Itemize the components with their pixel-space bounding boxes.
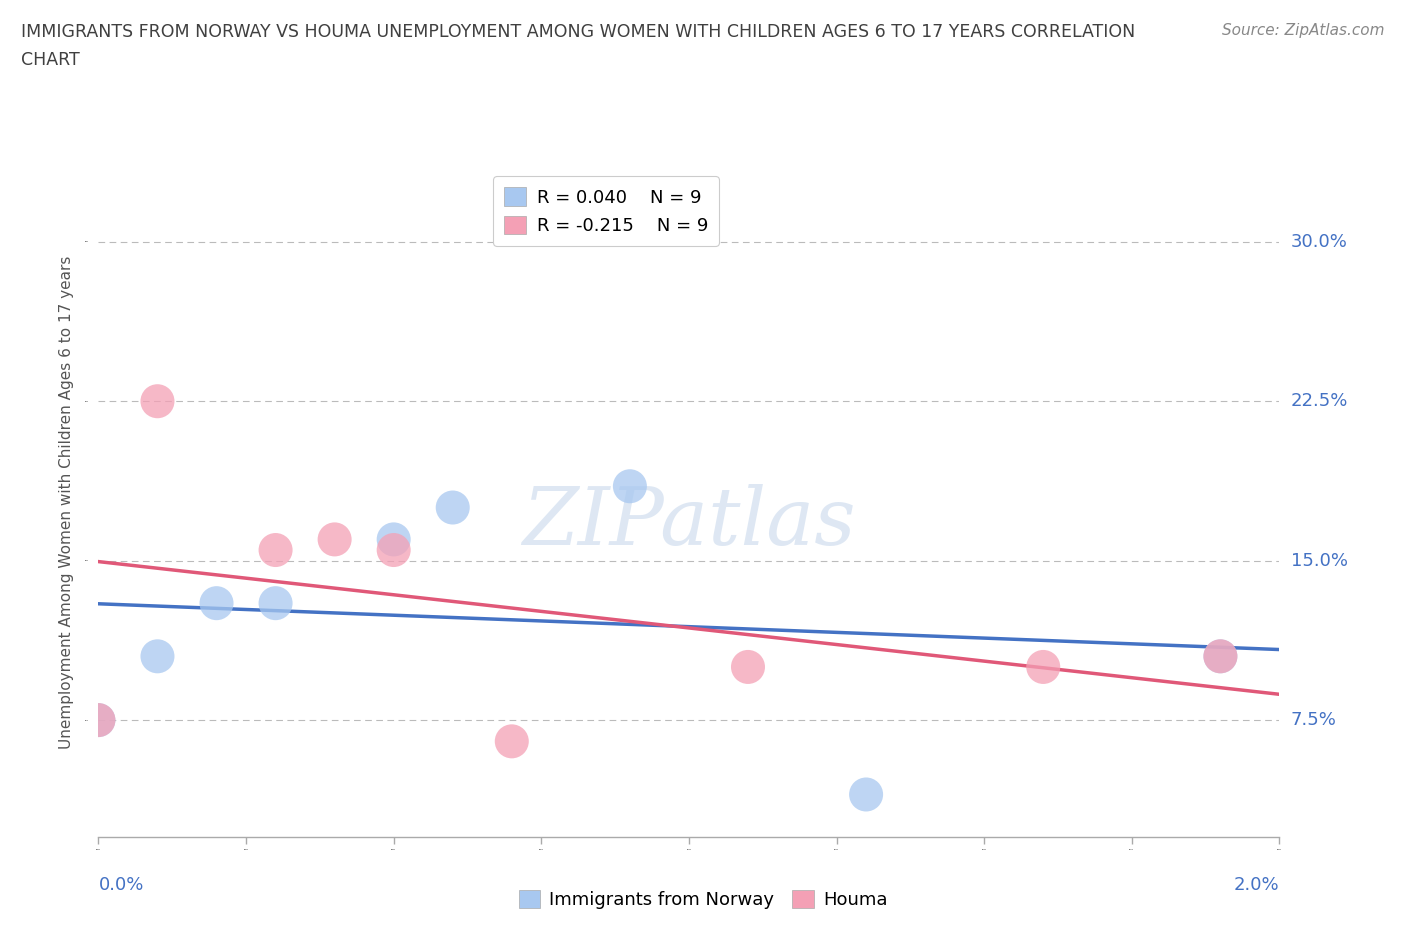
Point [855, 787, 877, 802]
Point [382, 542, 405, 557]
Point [146, 649, 169, 664]
Point [1209, 649, 1232, 664]
Text: 7.5%: 7.5% [1291, 711, 1337, 729]
Y-axis label: Unemployment Among Women with Children Ages 6 to 17 years: Unemployment Among Women with Children A… [59, 256, 73, 749]
Point [264, 596, 287, 611]
Point [205, 596, 228, 611]
Legend: Immigrants from Norway, Houma: Immigrants from Norway, Houma [512, 883, 894, 916]
Text: 2.0%: 2.0% [1234, 876, 1279, 894]
Text: ZIPatlas: ZIPatlas [522, 484, 856, 561]
Point [87, 712, 110, 727]
Point [1032, 659, 1054, 674]
Text: 15.0%: 15.0% [1291, 551, 1347, 570]
Text: CHART: CHART [21, 51, 80, 69]
Legend: R = 0.040    N = 9, R = -0.215    N = 9: R = 0.040 N = 9, R = -0.215 N = 9 [494, 177, 718, 246]
Text: 30.0%: 30.0% [1291, 232, 1347, 251]
Point [619, 479, 641, 494]
Point [501, 734, 523, 749]
Text: 22.5%: 22.5% [1291, 392, 1348, 410]
Point [323, 532, 346, 547]
Text: 0.0%: 0.0% [98, 876, 143, 894]
Point [146, 393, 169, 408]
Point [382, 532, 405, 547]
Text: Source: ZipAtlas.com: Source: ZipAtlas.com [1222, 23, 1385, 38]
Point [441, 500, 464, 515]
Point [264, 542, 287, 557]
Text: IMMIGRANTS FROM NORWAY VS HOUMA UNEMPLOYMENT AMONG WOMEN WITH CHILDREN AGES 6 TO: IMMIGRANTS FROM NORWAY VS HOUMA UNEMPLOY… [21, 23, 1135, 41]
Point [87, 712, 110, 727]
Point [737, 659, 759, 674]
Point [1209, 649, 1232, 664]
